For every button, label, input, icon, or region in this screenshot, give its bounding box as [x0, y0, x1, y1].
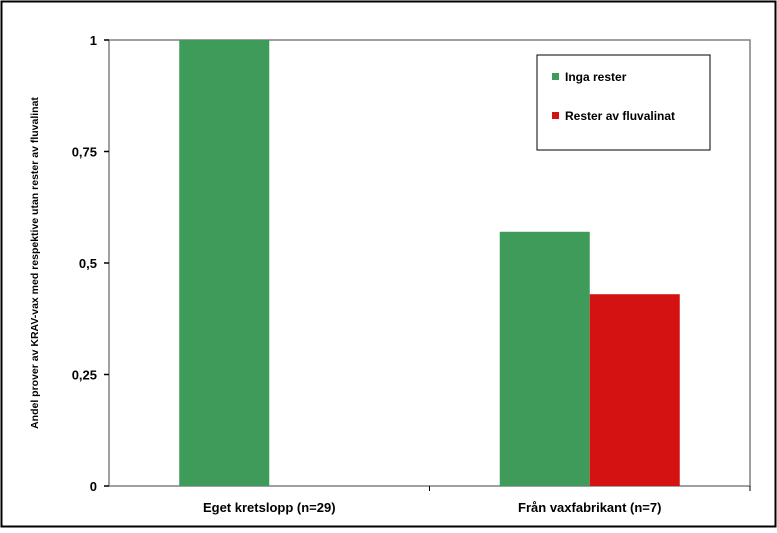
y-tick-label: 0,5: [79, 256, 97, 271]
bars-layer: [179, 40, 680, 486]
x-category-label: Från vaxfabrikant (n=7): [518, 500, 661, 515]
y-tick-label: 0: [90, 479, 97, 494]
y-tick-label: 1: [90, 33, 97, 48]
x-axis: Eget kretslopp (n=29) Från vaxfabrikant (…: [203, 486, 751, 515]
legend-box: [536, 54, 711, 151]
bar-inga-rester-0: [179, 40, 270, 486]
bar-rester-av-fluvalinat-1: [589, 294, 680, 486]
y-axis: 0 0,25 0,5 0,75 1: [72, 33, 109, 494]
y-tick-label: 0,25: [72, 368, 97, 383]
legend-label-inga-rester: Inga rester: [565, 70, 627, 84]
legend: Inga rester Rester av fluvalinat: [536, 54, 711, 151]
y-axis-title: Andel prover av KRAV-vax med respektive …: [29, 97, 41, 429]
legend-swatch-inga-rester: [552, 73, 559, 80]
legend-swatch-rester-av-fluvalinat: [552, 112, 559, 119]
y-tick-label: 0,75: [72, 145, 97, 160]
x-category-label: Eget kretslopp (n=29): [203, 500, 336, 515]
legend-label-rester-av-fluvalinat: Rester av fluvalinat: [565, 109, 675, 123]
bar-inga-rester-1: [499, 231, 590, 486]
